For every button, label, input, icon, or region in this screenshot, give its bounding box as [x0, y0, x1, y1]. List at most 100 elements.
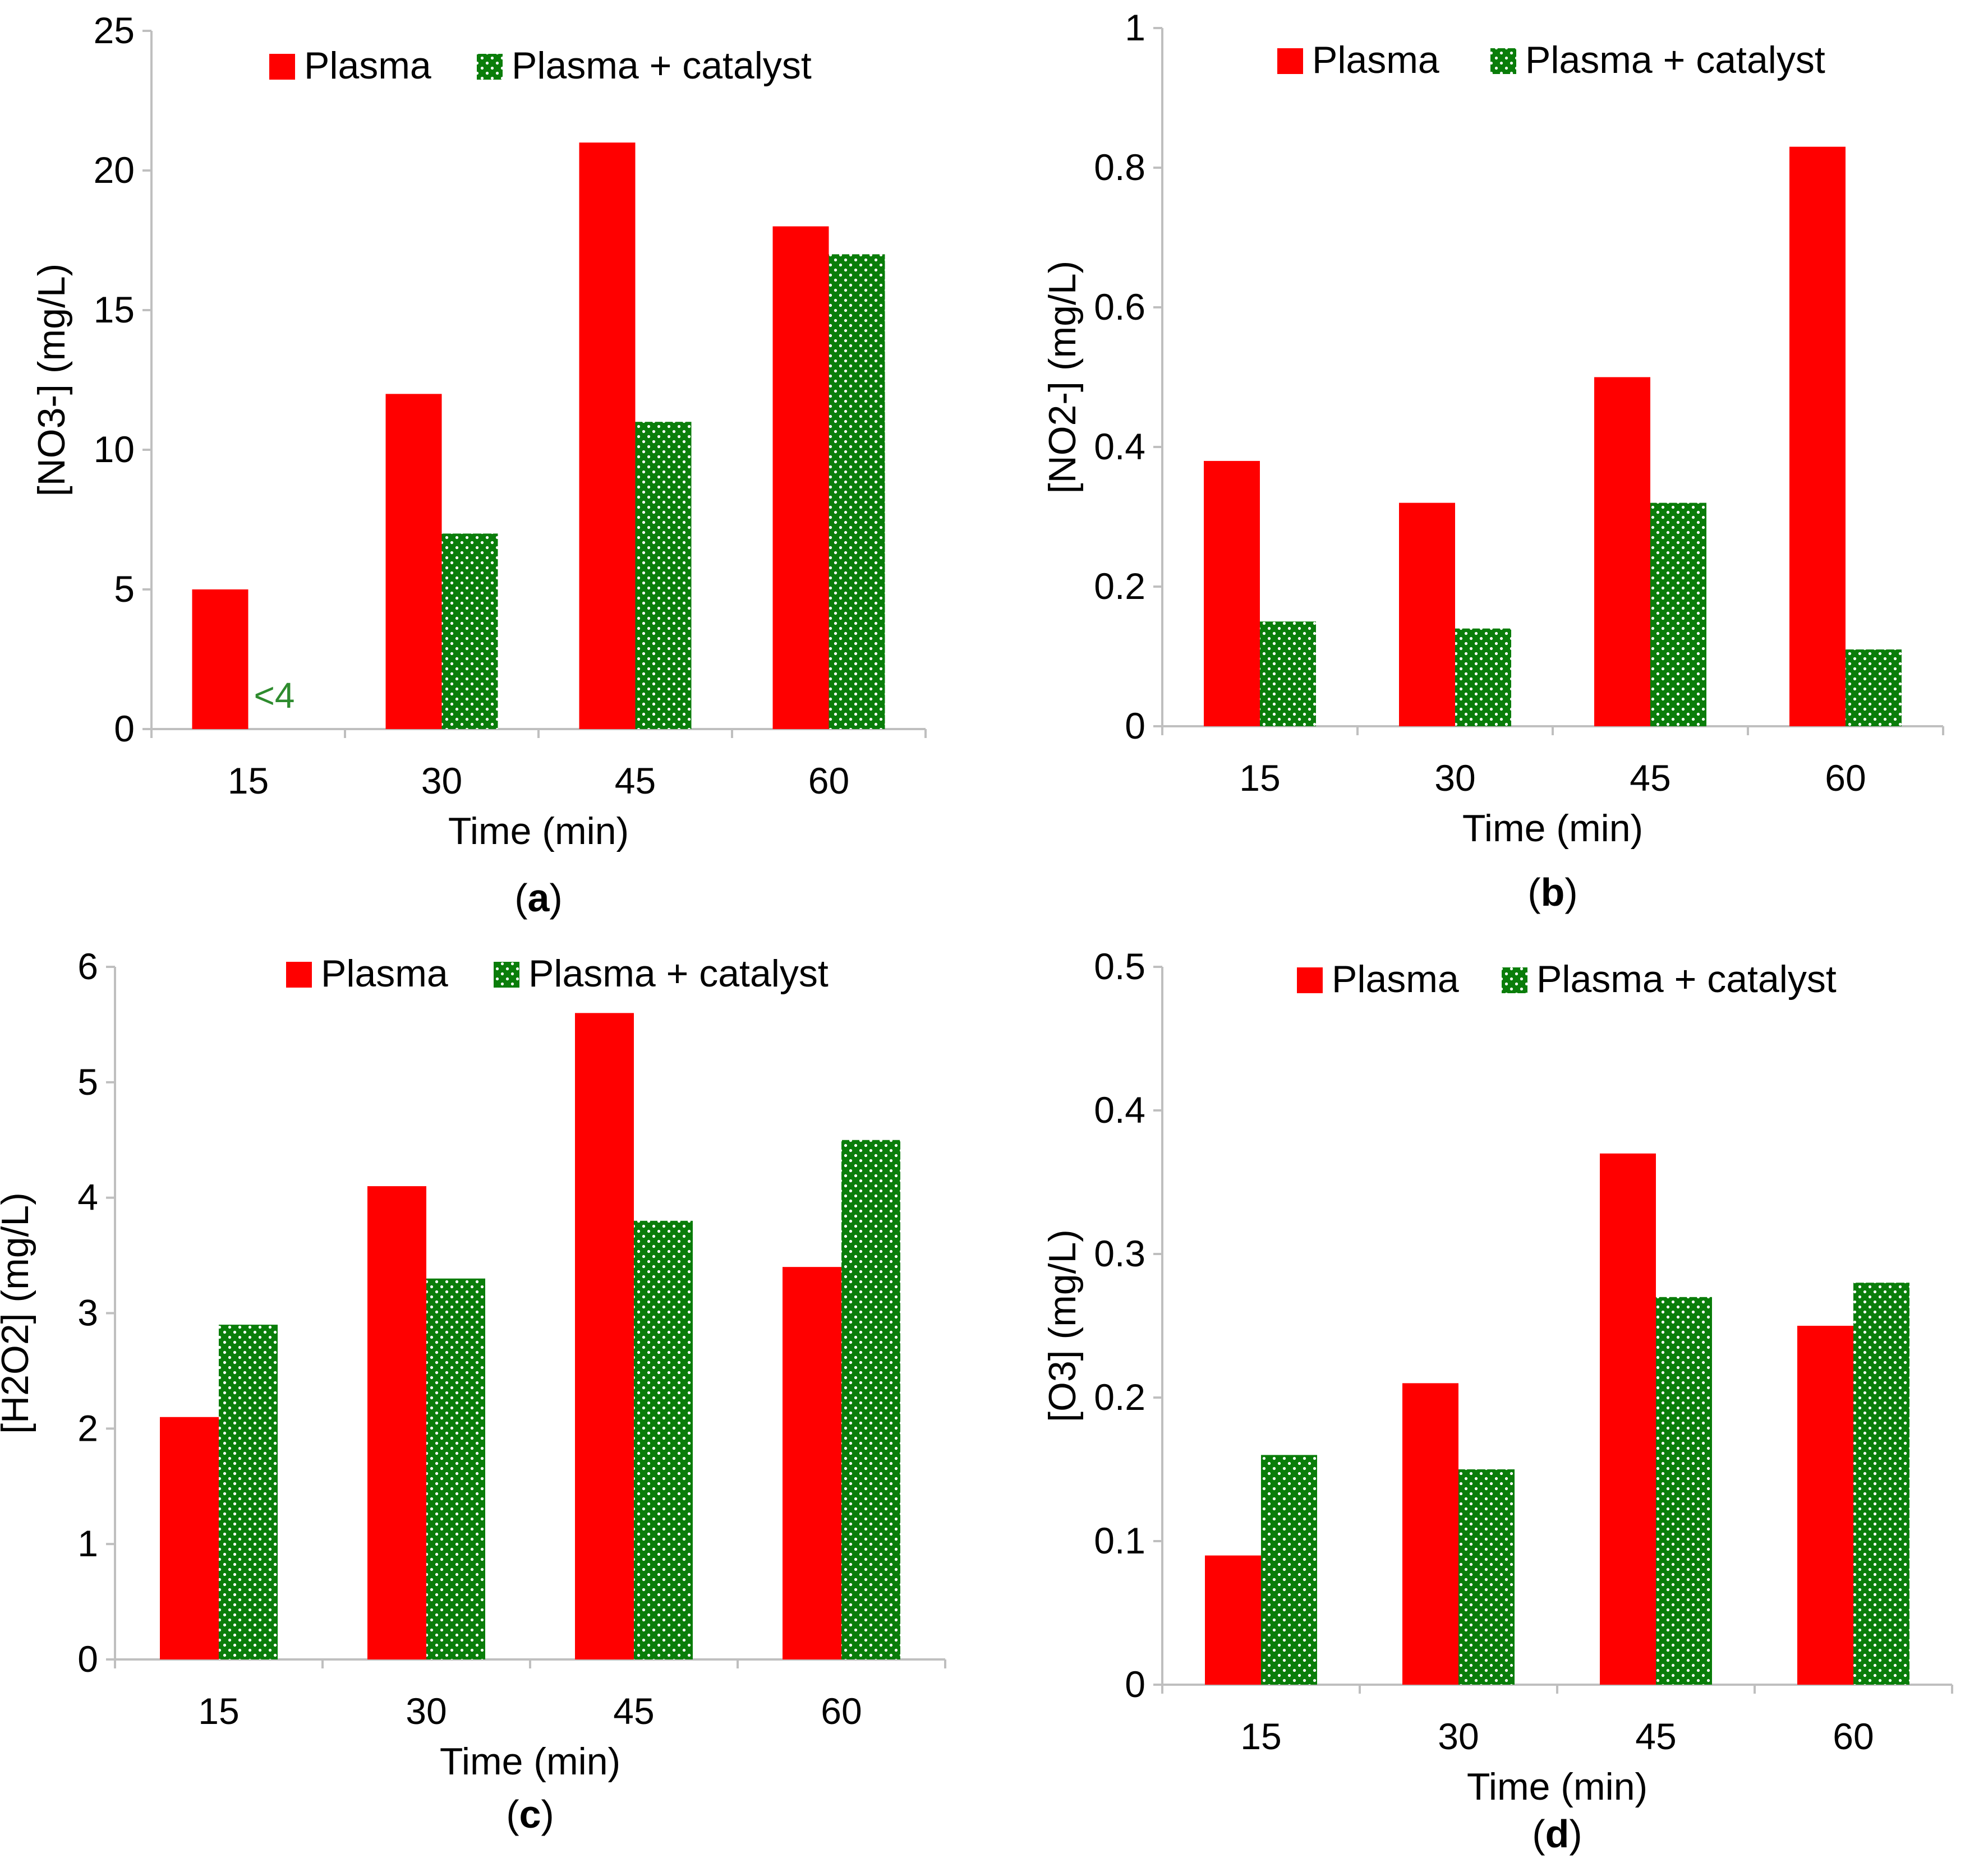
x-tick-label: 15 [1239, 757, 1280, 799]
bar-plasma-catalyst-30 [426, 1278, 485, 1659]
y-tick-label: 0.3 [1094, 1233, 1145, 1274]
bar-plasma-15 [1204, 460, 1260, 726]
x-tick-label: 15 [1240, 1716, 1281, 1757]
legend-swatch-plasma [1297, 967, 1323, 993]
y-tick-label: 4 [77, 1177, 98, 1218]
x-axis-title: Time (min) [448, 810, 629, 852]
legend-swatch-plasma-catalyst [477, 54, 503, 80]
bar-plasma-30 [367, 1186, 426, 1659]
bar-plasma-30 [385, 394, 442, 729]
legend-swatch-plasma-catalyst [494, 962, 519, 988]
bar-plasma-catalyst-45 [1656, 1297, 1712, 1685]
bar-plasma-45 [1600, 1153, 1656, 1685]
bar-plasma-catalyst-60 [841, 1140, 900, 1659]
legend-swatch-plasma-catalyst [1490, 48, 1516, 74]
y-tick-label: 0 [1125, 1663, 1145, 1705]
y-tick-label: 1 [1125, 7, 1145, 48]
x-tick-label: 45 [615, 760, 656, 801]
legend-swatch-plasma [269, 54, 295, 80]
y-tick-label: 0.6 [1094, 286, 1145, 328]
bar-plasma-30 [1402, 1383, 1458, 1685]
y-tick-label: 0.2 [1094, 1376, 1145, 1418]
y-tick-label: 0 [77, 1638, 98, 1680]
caption-open: ( [506, 1792, 519, 1836]
y-axis-title: [O3] (mg/L) [1041, 1229, 1084, 1422]
x-tick-label: 60 [1833, 1716, 1874, 1757]
bar-plasma-catalyst-45 [634, 1220, 693, 1659]
bar-plasma-catalyst-15 [1260, 621, 1316, 726]
y-axis-title: [NO2-] (mg/L) [1041, 261, 1084, 494]
y-tick-label: 0.1 [1094, 1520, 1145, 1561]
x-tick-label: 15 [228, 760, 269, 801]
bar-plasma-15 [160, 1417, 219, 1659]
y-tick-label: 5 [114, 568, 135, 610]
y-tick-label: 10 [94, 428, 135, 470]
panel-b-chart: 0 0.2 0.4 0.6 0.8 1 15 30 45 60 Time (min) [NO2-] (… [1041, 7, 1944, 914]
bar-plasma-catalyst-30 [1458, 1469, 1515, 1685]
bar-plasma-catalyst-15 [219, 1325, 278, 1659]
panel-d-chart: 0 0.1 0.2 0.3 0.4 0.5 15 30 45 60 Time (min) [O3] (… [1041, 946, 1953, 1856]
x-tick-label: 30 [1438, 1716, 1479, 1757]
bar-plasma-60 [772, 226, 829, 730]
y-tick-label: 0.2 [1094, 565, 1145, 607]
legend-label-plasma: Plasma [304, 44, 431, 87]
caption-letter: a [528, 876, 550, 920]
bar-plasma-30 [1399, 502, 1455, 726]
bar-plasma-catalyst-45 [635, 422, 692, 729]
x-tick-label: 15 [198, 1690, 239, 1732]
caption-close: ) [549, 876, 562, 920]
bar-plasma-15 [192, 589, 248, 729]
y-tick-label: 0.5 [1094, 946, 1145, 987]
x-tick-label: 30 [1434, 757, 1475, 799]
y-tick-label: 5 [77, 1061, 98, 1103]
bar-plasma-catalyst-60 [829, 254, 885, 729]
legend-swatch-plasma [1277, 48, 1303, 74]
bar-plasma-60 [783, 1267, 841, 1659]
y-tick-label: 20 [94, 149, 135, 191]
caption-letter: b [1541, 870, 1565, 914]
y-tick-label: 0.4 [1094, 1089, 1145, 1131]
y-tick-label: 0.8 [1094, 146, 1145, 188]
legend-label-plasma-catalyst: Plasma + catalyst [512, 44, 812, 87]
bar-plasma-60 [1797, 1326, 1853, 1685]
y-tick-label: 15 [94, 289, 135, 330]
y-tick-label: 0 [114, 708, 135, 749]
bar-plasma-60 [1789, 146, 1846, 726]
bar-plasma-catalyst-60 [1853, 1283, 1909, 1685]
legend-swatch-plasma [286, 962, 312, 988]
x-tick-label: 30 [421, 760, 462, 801]
caption-close: ) [1564, 870, 1577, 914]
legend-label-plasma: Plasma [1332, 958, 1459, 1000]
caption-open: ( [1532, 1812, 1545, 1856]
panel-caption: (a) [514, 876, 563, 920]
x-tick-label: 60 [821, 1690, 862, 1732]
x-tick-label: 45 [1630, 757, 1671, 799]
caption-open: ( [514, 876, 527, 920]
legend-label-plasma-catalyst: Plasma + catalyst [1536, 958, 1837, 1000]
bar-plasma-15 [1205, 1555, 1261, 1685]
legend-label-plasma-catalyst: Plasma + catalyst [528, 952, 829, 995]
y-tick-label: 25 [94, 10, 135, 51]
y-tick-label: 3 [77, 1292, 98, 1334]
caption-letter: d [1545, 1812, 1570, 1856]
bar-plasma-45 [579, 142, 636, 730]
y-tick-label: 0 [1125, 705, 1145, 746]
panel-a-chart: 0 5 10 15 20 25 15 30 45 60 <4 Time (min) [NO3-] (mg… [30, 10, 927, 920]
x-tick-label: 45 [613, 1690, 654, 1732]
bar-plasma-catalyst-60 [1846, 649, 1902, 726]
x-tick-label: 45 [1635, 1716, 1676, 1757]
legend-label-plasma-catalyst: Plasma + catalyst [1525, 39, 1825, 81]
legend-swatch-plasma-catalyst [1502, 967, 1527, 993]
legend-label-plasma: Plasma [1312, 39, 1439, 81]
bar-plasma-45 [575, 1013, 634, 1659]
panel-caption: (d) [1532, 1812, 1582, 1856]
y-tick-label: 6 [77, 946, 98, 987]
caption-close: ) [1569, 1812, 1582, 1856]
y-axis-title: [H2O2] (mg/L) [0, 1192, 36, 1434]
panel-caption: (c) [506, 1792, 554, 1836]
legend-label-plasma: Plasma [321, 952, 448, 995]
y-axis-title: [NO3-] (mg/L) [30, 264, 73, 497]
caption-close: ) [541, 1792, 554, 1836]
x-axis-title: Time (min) [1467, 1765, 1648, 1808]
